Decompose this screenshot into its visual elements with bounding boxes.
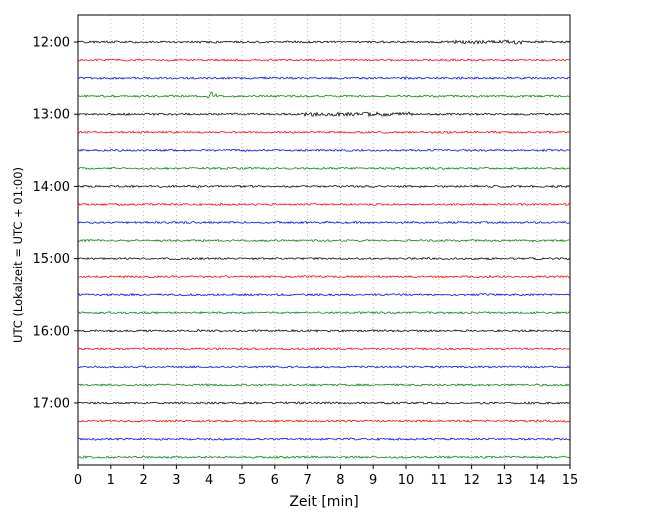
x-tick-label: 14 <box>529 473 546 488</box>
trace-15:30 <box>77 292 571 297</box>
x-axis-title: Zeit [min] <box>289 494 359 510</box>
x-tick-label: 13 <box>496 473 513 488</box>
y-tick-label: 12:00 <box>33 36 70 51</box>
trace-16:45 <box>77 383 571 387</box>
trace-17:00 <box>77 401 571 405</box>
y-tick-label: 15:00 <box>33 252 70 267</box>
x-tick-label: 9 <box>369 473 377 488</box>
x-tick-label: 7 <box>303 473 311 488</box>
trace-12:15 <box>77 58 571 62</box>
trace-16:15 <box>77 347 571 351</box>
y-tick-label: 16:00 <box>33 324 70 339</box>
x-tick-label: 8 <box>336 473 344 488</box>
x-tick-label: 15 <box>562 473 579 488</box>
trace-17:15 <box>77 419 571 423</box>
x-tick-label: 5 <box>238 473 246 488</box>
trace-16:30 <box>77 365 571 369</box>
trace-13:00 <box>77 111 571 118</box>
trace-12:45 <box>77 91 571 99</box>
trace-15:00 <box>77 256 571 261</box>
y-tick-label: 14:00 <box>33 180 70 195</box>
trace-14:15 <box>77 202 571 207</box>
trace-14:00 <box>77 184 571 189</box>
trace-14:45 <box>77 238 571 243</box>
trace-15:45 <box>77 311 571 315</box>
trace-12:30 <box>77 76 571 81</box>
trace-13:15 <box>77 130 571 135</box>
y-axis-title: UTC (Lokalzeit = UTC + 01:00) <box>11 167 25 344</box>
trace-17:30 <box>77 437 571 441</box>
x-tick-label: 3 <box>172 473 180 488</box>
x-tick-label: 12 <box>463 473 480 488</box>
trace-17:45 <box>77 455 571 460</box>
x-tick-label: 2 <box>139 473 147 488</box>
x-tick-label: 10 <box>398 473 415 488</box>
x-tick-label: 4 <box>205 473 213 488</box>
trace-16:00 <box>77 328 571 333</box>
x-tick-label: 11 <box>431 473 448 488</box>
y-tick-label: 17:00 <box>33 397 70 412</box>
trace-15:15 <box>77 274 571 279</box>
trace-14:30 <box>77 220 571 225</box>
x-tick-label: 1 <box>107 473 115 488</box>
trace-12:00 <box>77 39 571 45</box>
trace-13:45 <box>77 166 571 171</box>
x-tick-label: 6 <box>271 473 279 488</box>
x-tick-label: 0 <box>74 473 82 488</box>
y-tick-label: 13:00 <box>33 108 70 123</box>
trace-13:30 <box>77 148 571 153</box>
